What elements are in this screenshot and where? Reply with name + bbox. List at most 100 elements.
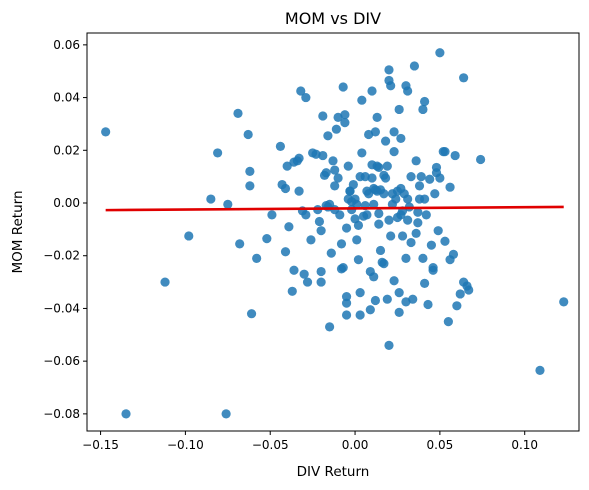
data-point [365, 305, 375, 315]
data-point [338, 262, 348, 273]
data-point [448, 249, 459, 259]
data-point [408, 294, 418, 304]
data-point [559, 297, 569, 307]
data-point [275, 141, 286, 151]
data-point [386, 231, 396, 241]
data-point [418, 104, 428, 115]
x-tick-label: −0.15 [82, 438, 119, 452]
data-point [299, 269, 309, 279]
data-point [440, 147, 450, 157]
data-point [403, 86, 413, 96]
data-point [314, 216, 325, 227]
data-point [403, 215, 413, 225]
data-point [213, 148, 223, 158]
data-point [409, 61, 420, 71]
data-point [160, 277, 170, 287]
data-point [245, 166, 255, 176]
data-point [206, 194, 216, 204]
data-point [421, 210, 431, 220]
data-point [348, 179, 358, 190]
data-point [403, 194, 413, 204]
data-point [101, 127, 111, 137]
data-point [450, 150, 460, 161]
data-point [372, 112, 382, 122]
y-tick-label: −0.06 [43, 354, 80, 368]
data-point [294, 186, 304, 196]
data-point [423, 299, 433, 310]
y-tick-label: 0.04 [53, 91, 80, 105]
data-point [425, 174, 435, 184]
data-point [386, 81, 396, 91]
data-point [464, 285, 474, 295]
data-point [420, 194, 430, 204]
data-point [340, 118, 350, 128]
data-point [223, 199, 233, 209]
data-point [282, 161, 292, 171]
data-point [394, 104, 404, 115]
data-point [316, 226, 326, 236]
data-point [379, 259, 389, 269]
data-point [443, 317, 453, 327]
plot-area: −0.15 −0.10 −0.05 0.00 0.05 0.10 −0.08 −0.06 −0.… [43, 32, 580, 452]
y-tick-label: −0.02 [43, 249, 80, 263]
data-point [389, 147, 399, 157]
data-point [397, 231, 408, 241]
data-point [355, 310, 365, 320]
data-point [369, 199, 379, 209]
data-point [445, 182, 455, 192]
data-point [459, 73, 469, 83]
data-point [284, 222, 294, 232]
axes-frame [86, 32, 580, 432]
data-point [280, 183, 291, 194]
data-point [384, 340, 394, 350]
data-point [341, 223, 352, 233]
data-point [535, 365, 545, 375]
data-point [267, 210, 277, 220]
data-point [370, 127, 381, 137]
y-tick-label: −0.08 [43, 407, 80, 421]
y-axis-label: MOM Return [10, 190, 26, 273]
data-point [413, 207, 423, 217]
y-tick-label: 0.02 [53, 143, 80, 157]
data-point [355, 288, 365, 298]
regression-line [105, 205, 564, 212]
data-point [394, 288, 404, 298]
data-point [396, 133, 406, 144]
data-point [330, 165, 340, 175]
data-point [435, 48, 445, 58]
data-point [476, 154, 486, 165]
data-point [382, 161, 392, 171]
data-point [384, 65, 394, 75]
data-point [233, 108, 243, 118]
data-point [411, 228, 421, 238]
x-tick-label: 0.05 [427, 438, 454, 452]
data-point [235, 239, 245, 249]
data-point [380, 173, 391, 183]
data-point [384, 215, 394, 225]
data-point [246, 309, 257, 319]
data-point [184, 231, 194, 241]
y-tick-label: 0.00 [53, 196, 80, 210]
data-point [433, 226, 443, 236]
x-tick-label: 0.10 [511, 438, 538, 452]
chart-title: MOM vs DIV [285, 9, 381, 28]
data-point [389, 127, 399, 137]
data-point [289, 265, 299, 275]
data-point [294, 153, 304, 163]
data-point [353, 255, 364, 265]
data-point [375, 245, 386, 256]
data-point [318, 150, 328, 161]
data-point [353, 220, 364, 231]
data-point [380, 136, 391, 146]
data-point [306, 235, 316, 245]
data-point [280, 247, 291, 257]
data-point [428, 262, 438, 273]
data-point [323, 131, 333, 141]
data-point [452, 301, 462, 311]
y-tick-label: 0.06 [53, 38, 80, 52]
data-point [374, 208, 384, 219]
data-point [420, 96, 430, 107]
data-point [391, 194, 401, 204]
data-point [370, 295, 381, 306]
x-tick-label: −0.10 [167, 438, 204, 452]
